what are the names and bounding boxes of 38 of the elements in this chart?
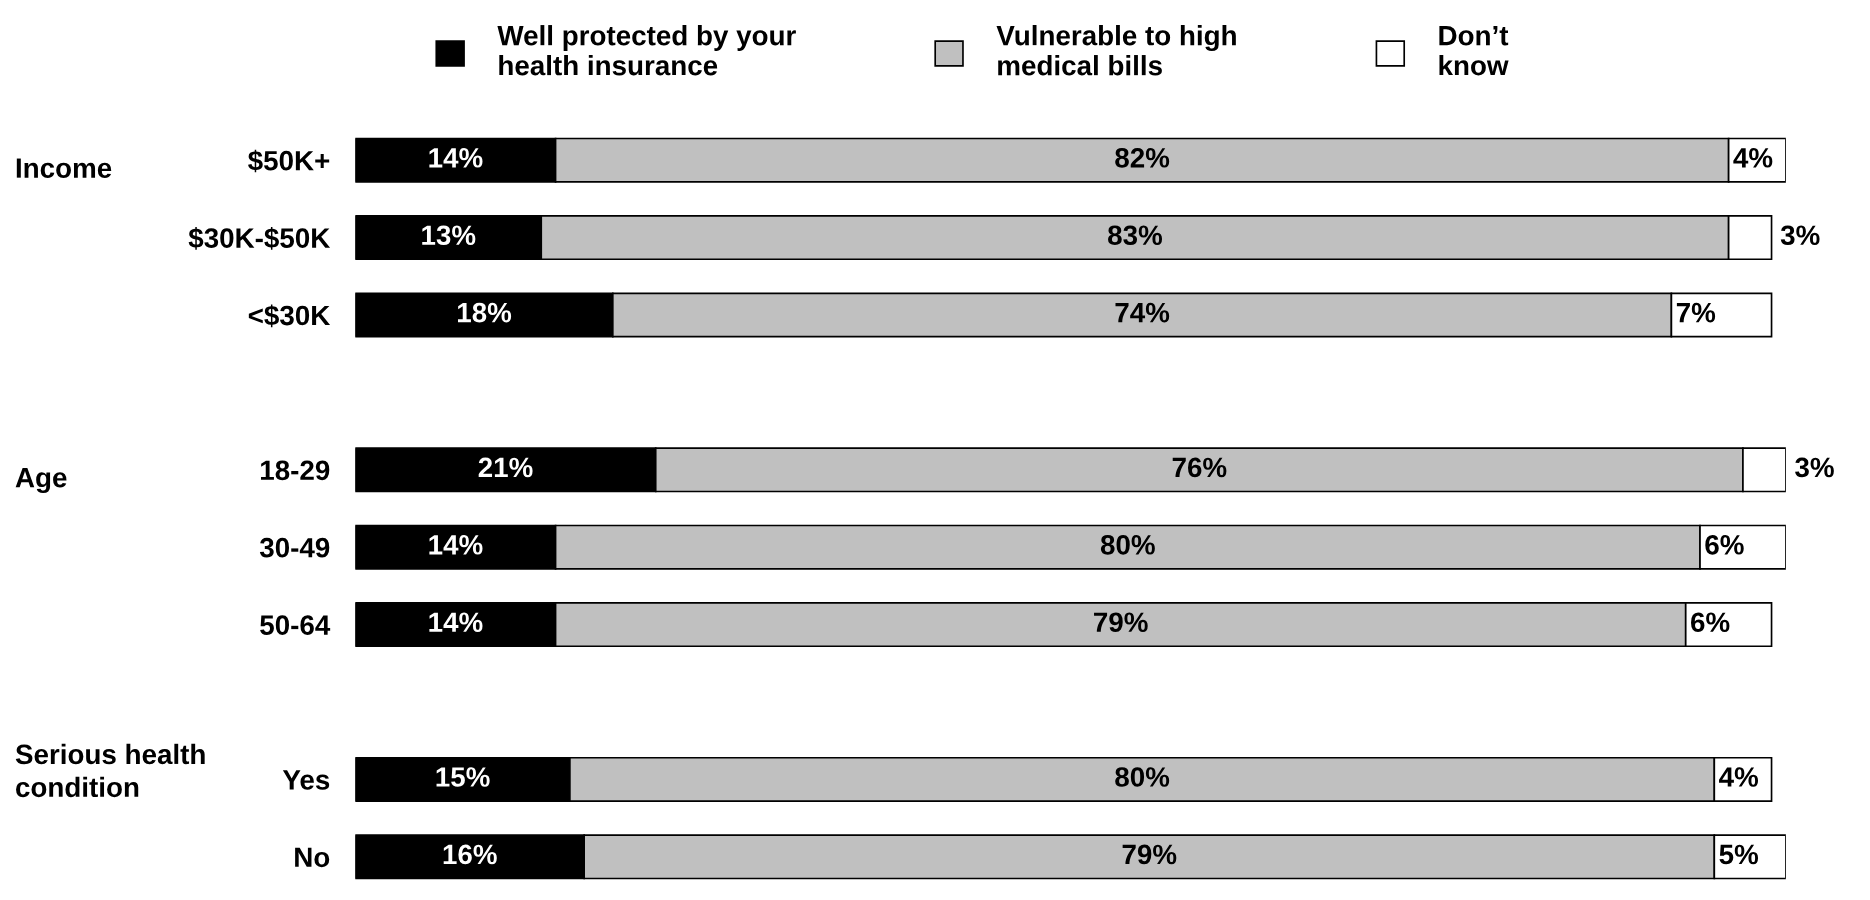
data-label: 13%	[422, 225, 476, 246]
y-tick-label: $50K+	[248, 149, 330, 173]
data-label: 14%	[429, 535, 483, 555]
data-label: 80%	[1115, 767, 1170, 787]
legend-label: Well protected by your health insurance	[497, 25, 796, 76]
data-label: 3%	[1780, 225, 1820, 246]
data-label: 82%	[1115, 147, 1170, 168]
data-label: 83%	[1108, 225, 1163, 246]
data-label: 79%	[1122, 844, 1177, 865]
legend-label: Don’t know	[1439, 26, 1509, 76]
data-label: 79%	[1094, 612, 1148, 633]
text: Income	[16, 158, 112, 178]
data-label: 3%	[1795, 457, 1834, 478]
data-label: 80%	[1100, 534, 1155, 555]
data-label: 14%	[429, 612, 483, 632]
y-tick-label: <$30K	[248, 304, 331, 328]
y-tick-label: 30-49	[259, 537, 330, 558]
y-tick-label: $30K-$50K	[188, 227, 331, 250]
text: Serious health condition	[15, 743, 205, 798]
data-label: 4%	[1733, 148, 1773, 168]
text: Age	[15, 468, 67, 494]
data-label: 74%	[1115, 302, 1170, 323]
y-tick-label: Yes	[282, 770, 330, 790]
data-label: 15%	[436, 767, 490, 787]
data-label: 6%	[1691, 612, 1730, 633]
y-tick-label: No	[295, 847, 330, 868]
data-label: 5%	[1719, 844, 1759, 865]
data-label: 16%	[443, 844, 497, 865]
data-label: 76%	[1172, 457, 1227, 478]
data-label: 4%	[1719, 767, 1759, 787]
y-tick-label: 50-64	[260, 615, 331, 635]
data-label: 14%	[429, 148, 483, 168]
y-tick-label: 18-29	[261, 460, 330, 481]
legend-label: Vulnerable to high medical bills	[996, 25, 1236, 76]
data-label: 18%	[458, 302, 512, 323]
data-label: 6%	[1705, 534, 1744, 555]
data-label: 7%	[1676, 302, 1716, 323]
data-label: 21%	[478, 457, 533, 478]
